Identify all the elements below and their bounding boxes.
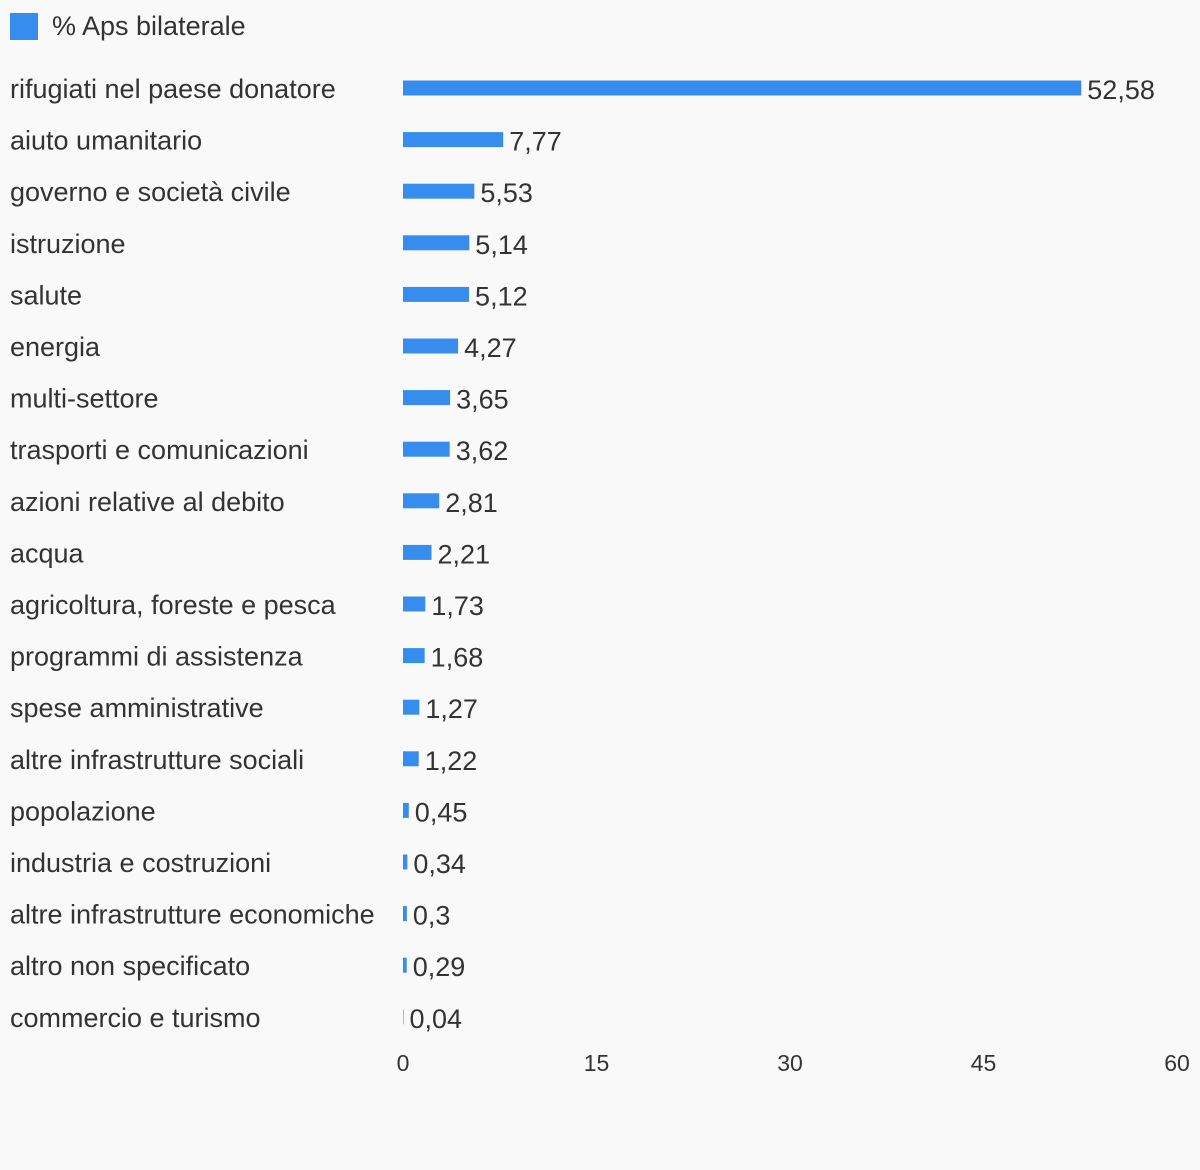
- value-label: 3,65: [456, 385, 509, 415]
- category-label: energia: [10, 332, 101, 362]
- x-tick-label: 60: [1164, 1050, 1190, 1076]
- bar: [403, 390, 451, 406]
- x-tick-label: 30: [777, 1050, 803, 1076]
- x-tick-label: 15: [584, 1050, 610, 1076]
- value-label: 5,53: [480, 178, 533, 208]
- legend: % Aps bilaterale: [10, 9, 246, 43]
- value-label: 5,12: [475, 281, 528, 311]
- category-label: altre infrastrutture economiche: [10, 900, 375, 930]
- bar: [403, 338, 459, 354]
- category-label: industria e costruzioni: [10, 848, 271, 878]
- bar: [403, 441, 450, 457]
- category-label: governo e società civile: [10, 177, 291, 207]
- value-label: 7,77: [509, 127, 562, 157]
- bar: [403, 493, 440, 509]
- bar: [403, 751, 419, 767]
- x-tick-label: 0: [397, 1050, 410, 1076]
- bar: [403, 648, 425, 664]
- bar: [403, 957, 407, 973]
- category-label: agricoltura, foreste e pesca: [10, 590, 337, 620]
- value-label: 0,45: [415, 797, 468, 827]
- category-label: trasporti e comunicazioni: [10, 435, 309, 465]
- value-label: 5,14: [475, 230, 528, 260]
- category-label: spese amministrative: [10, 693, 264, 723]
- x-tick-label: 45: [971, 1050, 997, 1076]
- value-label: 2,21: [438, 539, 491, 569]
- value-label: 2,81: [445, 488, 498, 518]
- value-label: 0,29: [413, 952, 466, 982]
- category-label: rifugiati nel paese donatore: [10, 74, 336, 104]
- category-label: altre infrastrutture sociali: [10, 745, 304, 775]
- value-label: 3,62: [456, 436, 509, 466]
- category-label: programmi di assistenza: [10, 642, 304, 672]
- category-label: commercio e turismo: [10, 1003, 261, 1033]
- value-label: 1,73: [431, 591, 484, 621]
- category-label: aiuto umanitario: [10, 126, 202, 156]
- category-label: acqua: [10, 538, 85, 568]
- bar: [403, 286, 470, 302]
- value-label: 0,04: [410, 1004, 463, 1034]
- bar: [403, 544, 432, 560]
- bar: [403, 1009, 404, 1025]
- value-label: 1,68: [431, 643, 484, 673]
- bar: [403, 183, 475, 199]
- bar: [403, 699, 420, 715]
- bar: [403, 235, 470, 251]
- bar: [403, 132, 504, 148]
- value-label: 0,3: [413, 901, 451, 931]
- bar: [403, 802, 409, 818]
- bar: [403, 80, 1082, 96]
- legend-swatch: [10, 12, 38, 40]
- bar: [403, 596, 426, 612]
- category-label: popolazione: [10, 796, 156, 826]
- bar: [403, 906, 407, 922]
- value-label: 1,22: [425, 746, 478, 776]
- category-label: multi-settore: [10, 384, 159, 414]
- value-label: 1,27: [425, 694, 478, 724]
- category-label: azioni relative al debito: [10, 487, 285, 517]
- category-label: istruzione: [10, 229, 126, 259]
- value-label: 4,27: [464, 333, 517, 363]
- category-label: altro non specificato: [10, 951, 250, 981]
- value-label: 52,58: [1087, 75, 1155, 105]
- value-label: 0,34: [413, 849, 466, 879]
- category-label: salute: [10, 280, 82, 310]
- legend-label: % Aps bilaterale: [52, 11, 246, 41]
- bar: [403, 854, 408, 870]
